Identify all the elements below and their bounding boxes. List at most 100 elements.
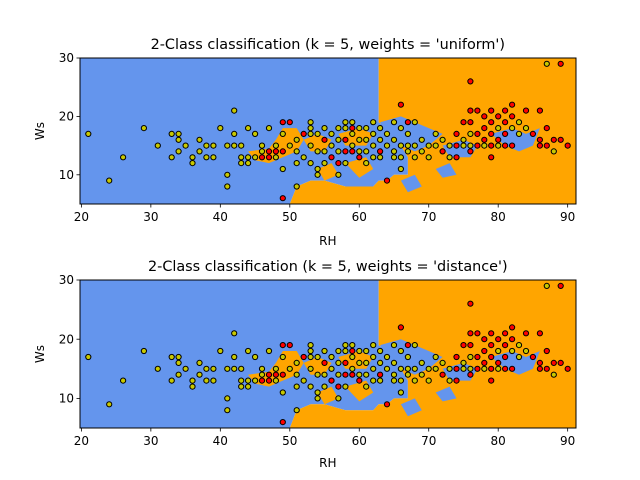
data-point-class-b	[557, 359, 564, 367]
chart-title: 2-Class classification (k = 5, weights =…	[148, 259, 508, 275]
data-point-class-a	[335, 371, 342, 378]
data-point-class-a	[397, 347, 404, 355]
data-point-class-a	[224, 407, 231, 414]
data-point-class-a	[279, 165, 286, 173]
data-point-class-b	[467, 78, 474, 85]
data-point-class-b	[467, 300, 474, 307]
data-point-class-a	[418, 371, 425, 378]
data-point-class-a	[467, 130, 474, 138]
data-point-class-a	[439, 359, 446, 367]
data-point-class-b	[342, 359, 349, 367]
data-point-class-a	[411, 365, 418, 372]
y-tick-label: 10	[59, 168, 74, 182]
data-point-class-a	[175, 148, 182, 155]
data-point-class-a	[321, 125, 328, 132]
data-point-class-a	[397, 154, 404, 161]
data-point-class-a	[460, 136, 467, 143]
data-point-class-a	[390, 148, 398, 155]
x-tick-label: 70	[421, 210, 436, 224]
data-point-class-a	[272, 365, 279, 372]
data-point-class-a	[349, 342, 356, 349]
data-point-class-a	[168, 353, 175, 361]
data-point-class-a	[328, 130, 335, 138]
data-point-class-a	[397, 389, 404, 396]
data-point-class-a	[189, 383, 196, 390]
y-tick-label: 10	[59, 392, 74, 406]
data-point-class-b	[509, 324, 516, 331]
data-point-class-b	[529, 353, 536, 361]
data-point-class-b	[377, 371, 384, 378]
region-class-a	[380, 116, 443, 152]
data-point-class-a	[495, 125, 502, 132]
data-point-class-a	[543, 282, 550, 289]
data-point-class-a	[342, 347, 349, 355]
data-point-class-a	[314, 130, 321, 138]
data-point-class-a	[231, 142, 238, 149]
subplot-uniform: 2-Class classification (k = 5, weights =…	[33, 37, 577, 248]
data-point-class-b	[258, 154, 266, 161]
data-point-class-a	[217, 347, 224, 355]
data-point-class-a	[335, 125, 342, 132]
data-point-class-b	[488, 130, 495, 138]
data-point-class-b	[279, 148, 286, 155]
data-point-class-a	[203, 365, 210, 372]
data-point-class-b	[286, 342, 293, 349]
data-point-class-b	[349, 371, 356, 378]
data-point-class-a	[404, 371, 411, 378]
data-point-class-a	[231, 365, 238, 372]
data-point-class-a	[307, 383, 314, 390]
data-point-class-b	[564, 365, 571, 372]
y-ticks: 10 20 30	[59, 273, 80, 406]
x-tick-label: 70	[421, 434, 436, 448]
data-point-class-a	[404, 365, 411, 372]
data-point-class-b	[474, 365, 481, 372]
data-point-class-a	[321, 371, 328, 378]
data-point-class-a	[300, 154, 307, 161]
x-tick-label: 30	[143, 434, 158, 448]
data-point-class-a	[231, 330, 238, 337]
data-point-class-a	[203, 377, 210, 384]
data-point-class-b	[397, 101, 404, 108]
data-point-class-a	[314, 371, 321, 378]
data-point-class-a	[231, 107, 238, 114]
data-point-class-b	[321, 136, 328, 143]
data-point-class-a	[314, 395, 321, 402]
data-point-class-a	[390, 342, 398, 349]
data-point-class-a	[377, 377, 384, 384]
data-point-class-a	[196, 371, 203, 378]
data-point-class-a	[495, 365, 502, 372]
data-point-class-a	[224, 171, 231, 178]
data-point-class-b	[349, 347, 356, 355]
data-point-class-b	[474, 353, 481, 361]
x-tick-label: 90	[560, 210, 575, 224]
data-point-class-a	[224, 395, 231, 402]
data-point-class-b	[265, 148, 273, 155]
data-point-class-a	[307, 160, 314, 167]
data-point-class-b	[460, 119, 467, 126]
data-point-class-a	[335, 136, 342, 143]
data-point-class-a	[272, 142, 279, 149]
data-point-class-b	[509, 142, 516, 149]
data-point-class-a	[328, 365, 335, 372]
data-point-class-a	[238, 142, 245, 149]
data-point-class-a	[203, 142, 210, 149]
data-point-class-a	[307, 130, 314, 138]
x-tick-label: 50	[282, 210, 297, 224]
data-point-class-a	[245, 125, 252, 132]
data-point-class-b	[481, 359, 488, 367]
data-point-class-a	[293, 383, 300, 390]
x-ticks: 20 30 40 50 60 70 80 90	[74, 428, 575, 448]
data-point-class-b	[356, 377, 363, 384]
chart-title: 2-Class classification (k = 5, weights =…	[151, 37, 505, 53]
data-point-class-a	[154, 365, 161, 372]
data-point-class-b	[543, 365, 550, 372]
data-point-class-a	[377, 359, 384, 367]
data-point-class-a	[258, 148, 266, 155]
data-point-class-b	[383, 177, 391, 184]
data-point-class-a	[349, 353, 356, 361]
data-point-class-a	[286, 365, 293, 372]
data-point-class-a	[383, 142, 391, 149]
training-points	[85, 60, 571, 202]
data-point-class-a	[377, 136, 384, 143]
